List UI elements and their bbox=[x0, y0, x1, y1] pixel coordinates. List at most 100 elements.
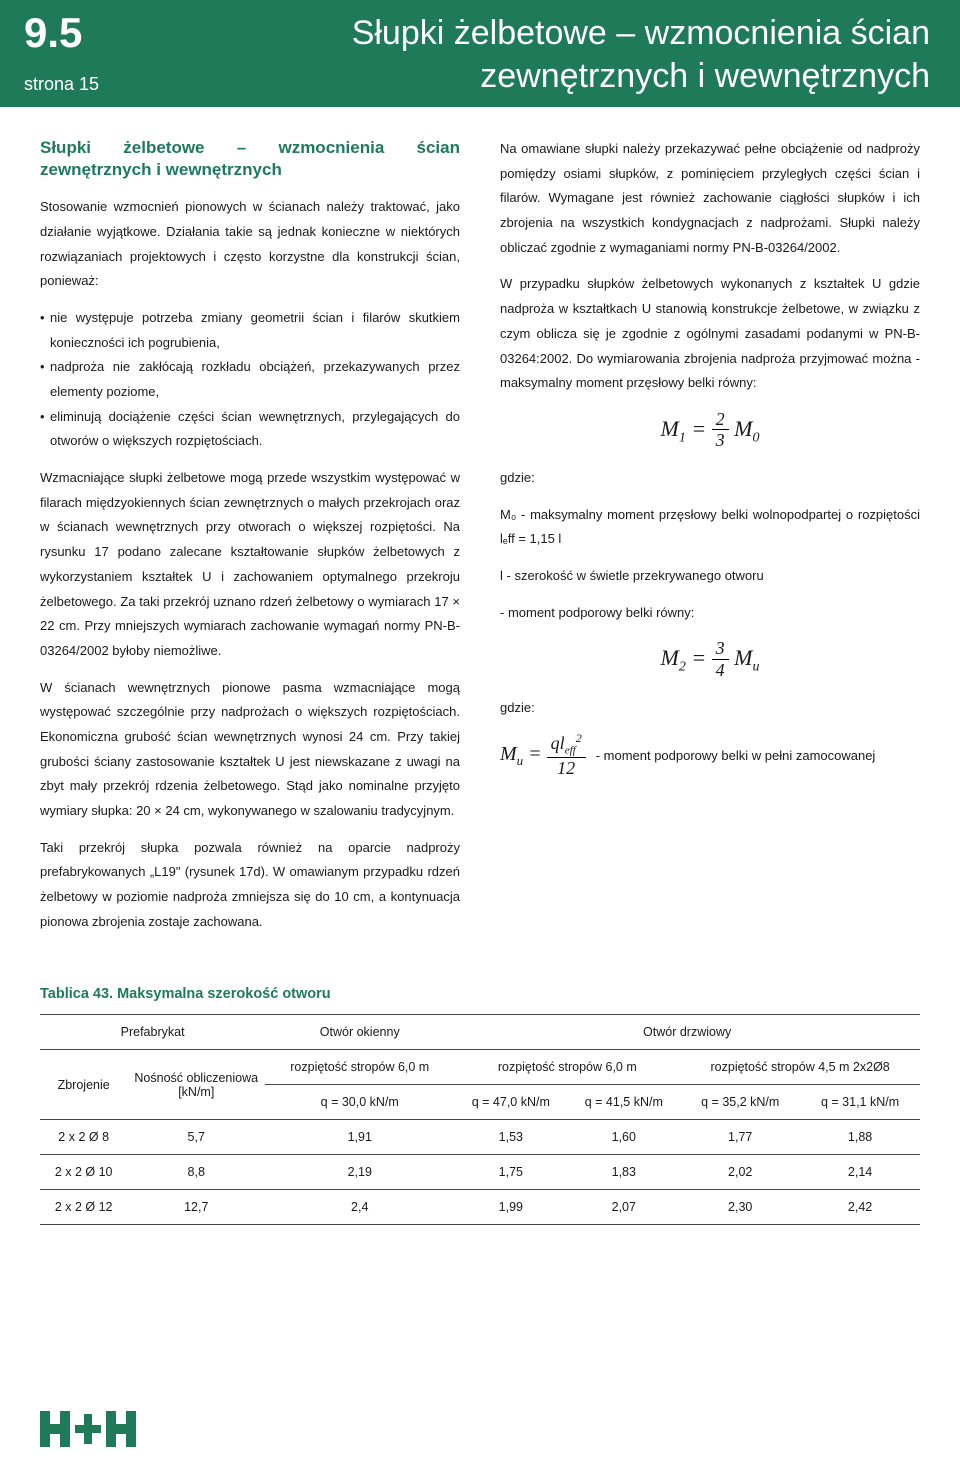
logo-plus-icon bbox=[73, 1411, 103, 1447]
cell: 2,14 bbox=[800, 1155, 920, 1190]
f3-num: qleff2 bbox=[547, 732, 586, 758]
formula-m2: M2 = 3 4 Mu bbox=[500, 637, 920, 681]
f2-rhs: M bbox=[734, 645, 752, 670]
f3-num-a: ql bbox=[551, 733, 565, 753]
table-header-row-1: Prefabrykat Otwór okienny Otwór drzwiowy bbox=[40, 1015, 920, 1050]
right-para-2: W przypadku słupków żelbetowych wykonany… bbox=[500, 272, 920, 395]
table-row: 2 x 2 Ø 10 8,8 2,19 1,75 1,83 2,02 2,14 bbox=[40, 1155, 920, 1190]
chapter-box: 9.5 strona 15 bbox=[0, 0, 170, 107]
th-drzwiowy: Otwór drzwiowy bbox=[454, 1015, 920, 1050]
th-q5: q = 31,1 kN/m bbox=[800, 1085, 920, 1120]
chapter-number: 9.5 bbox=[24, 10, 156, 56]
f2-den: 4 bbox=[712, 660, 729, 682]
content-columns: Słupki żelbetowe – wzmocnienia ścian zew… bbox=[0, 137, 960, 946]
th-q3: q = 41,5 kN/m bbox=[567, 1085, 680, 1120]
data-table: Prefabrykat Otwór okienny Otwór drzwiowy… bbox=[40, 1014, 920, 1225]
f2-lhs: M bbox=[660, 645, 678, 670]
f1-eq: = bbox=[691, 416, 711, 441]
f3-sub: u bbox=[517, 754, 524, 769]
cell: 1,99 bbox=[454, 1190, 567, 1225]
cell: 2 x 2 Ø 8 bbox=[40, 1120, 127, 1155]
formula-mu-row: Mu = qleff2 12 - moment podporowy belki … bbox=[500, 732, 920, 779]
th-q1: q = 30,0 kN/m bbox=[265, 1085, 454, 1120]
table-header-row-2: Zbrojenie Nośność obliczeniowa [kN/m] ro… bbox=[40, 1050, 920, 1085]
bullet-list: nie występuje potrzeba zmiany geometrii … bbox=[40, 306, 460, 454]
f1-rsub: 0 bbox=[753, 430, 760, 445]
cell: 2,07 bbox=[567, 1190, 680, 1225]
cell: 1,75 bbox=[454, 1155, 567, 1190]
cell: 2,19 bbox=[265, 1155, 454, 1190]
table-caption: Tablica 43. Maksymalna szerokość otworu bbox=[40, 986, 920, 1002]
cell: 1,91 bbox=[265, 1120, 454, 1155]
f2-frac: 3 4 bbox=[712, 639, 729, 681]
cell: 5,7 bbox=[127, 1120, 265, 1155]
f3-num-b: eff bbox=[565, 745, 576, 757]
section-subhead: Słupki żelbetowe – wzmocnienia ścian zew… bbox=[40, 137, 460, 181]
cell: 1,88 bbox=[800, 1120, 920, 1155]
table-row: 2 x 2 Ø 8 5,7 1,91 1,53 1,60 1,77 1,88 bbox=[40, 1120, 920, 1155]
f2-num: 3 bbox=[712, 639, 729, 660]
th-roz45: rozpiętość stropów 4,5 m 2x2Ø8 bbox=[680, 1050, 920, 1085]
left-para-3: W ścianach wewnętrznych pionowe pasma wz… bbox=[40, 676, 460, 824]
th-nosnosc: Nośność obliczeniowa [kN/m] bbox=[127, 1050, 265, 1120]
page-header: 9.5 strona 15 Słupki żelbetowe – wzmocni… bbox=[0, 0, 960, 107]
bullet-2: nadproża nie zakłócają rozkładu obciążeń… bbox=[40, 355, 460, 404]
cell: 1,53 bbox=[454, 1120, 567, 1155]
cell: 2,42 bbox=[800, 1190, 920, 1225]
f3-frac: qleff2 12 bbox=[547, 732, 586, 779]
right-para-5: - moment podporowy belki równy: bbox=[500, 601, 920, 626]
f1-den: 3 bbox=[712, 430, 729, 452]
table-row: 2 x 2 Ø 12 12,7 2,4 1,99 2,07 2,30 2,42 bbox=[40, 1190, 920, 1225]
left-para-1: Stosowanie wzmocnień pionowych w ścianac… bbox=[40, 195, 460, 294]
th-zbrojenie: Zbrojenie bbox=[40, 1050, 127, 1120]
right-para-4: l - szerokość w świetle przekrywanego ot… bbox=[500, 564, 920, 589]
f1-num: 2 bbox=[712, 410, 729, 431]
right-para-6: - moment podporowy belki w pełni zamocow… bbox=[596, 744, 876, 769]
bullet-3: eliminują dociążenie części ścian wewnęt… bbox=[40, 405, 460, 454]
left-para-4: Taki przekrój słupka pozwala również na … bbox=[40, 836, 460, 935]
where-1: gdzie: bbox=[500, 466, 920, 491]
th-q4: q = 35,2 kN/m bbox=[680, 1085, 800, 1120]
formula-m1: M1 = 2 3 M0 bbox=[500, 408, 920, 452]
th-roz60b: rozpiętość stropów 6,0 m bbox=[454, 1050, 680, 1085]
cell: 1,60 bbox=[567, 1120, 680, 1155]
cell: 1,77 bbox=[680, 1120, 800, 1155]
bullet-1: nie występuje potrzeba zmiany geometrii … bbox=[40, 306, 460, 355]
title-line-2: zewnętrznych i wewnętrznych bbox=[190, 55, 930, 98]
th-prefab: Prefabrykat bbox=[40, 1015, 265, 1050]
th-q2: q = 47,0 kN/m bbox=[454, 1085, 567, 1120]
left-para-2: Wzmacniające słupki żelbetowe mogą przed… bbox=[40, 466, 460, 664]
f2-rsub: u bbox=[753, 660, 760, 675]
table-section: Tablica 43. Maksymalna szerokość otworu … bbox=[0, 986, 960, 1225]
cell: 2 x 2 Ø 12 bbox=[40, 1190, 127, 1225]
right-column: Na omawiane słupki należy przekazywać pe… bbox=[500, 137, 920, 946]
f1-frac: 2 3 bbox=[712, 410, 729, 452]
logo-h-icon bbox=[40, 1411, 70, 1447]
cell: 2 x 2 Ø 10 bbox=[40, 1155, 127, 1190]
cell: 1,83 bbox=[567, 1155, 680, 1190]
cell: 2,4 bbox=[265, 1190, 454, 1225]
title-line-1: Słupki żelbetowe – wzmocnienia ścian bbox=[190, 12, 930, 55]
f3-den: 12 bbox=[547, 758, 586, 780]
right-para-1: Na omawiane słupki należy przekazywać pe… bbox=[500, 137, 920, 260]
f3-lhs: M bbox=[500, 744, 517, 766]
f2-sub: 2 bbox=[679, 660, 686, 675]
page-label: strona 15 bbox=[24, 74, 156, 95]
cell: 8,8 bbox=[127, 1155, 265, 1190]
left-column: Słupki żelbetowe – wzmocnienia ścian zew… bbox=[40, 137, 460, 946]
f1-rhs: M bbox=[734, 416, 752, 441]
brand-logo bbox=[40, 1411, 136, 1447]
where-2: gdzie: bbox=[500, 696, 920, 721]
formula-mu: Mu = qleff2 12 bbox=[500, 732, 586, 779]
f1-lhs: M bbox=[660, 416, 678, 441]
th-roz60a: rozpiętość stropów 6,0 m bbox=[265, 1050, 454, 1085]
f3-sup: 2 bbox=[576, 731, 582, 745]
cell: 2,02 bbox=[680, 1155, 800, 1190]
right-para-3: M₀ - maksymalny moment przęsłowy belki w… bbox=[500, 503, 920, 552]
logo-h-icon bbox=[106, 1411, 136, 1447]
cell: 2,30 bbox=[680, 1190, 800, 1225]
f1-sub: 1 bbox=[679, 430, 686, 445]
th-okienny: Otwór okienny bbox=[265, 1015, 454, 1050]
cell: 12,7 bbox=[127, 1190, 265, 1225]
page-title: Słupki żelbetowe – wzmocnienia ścian zew… bbox=[170, 0, 960, 107]
